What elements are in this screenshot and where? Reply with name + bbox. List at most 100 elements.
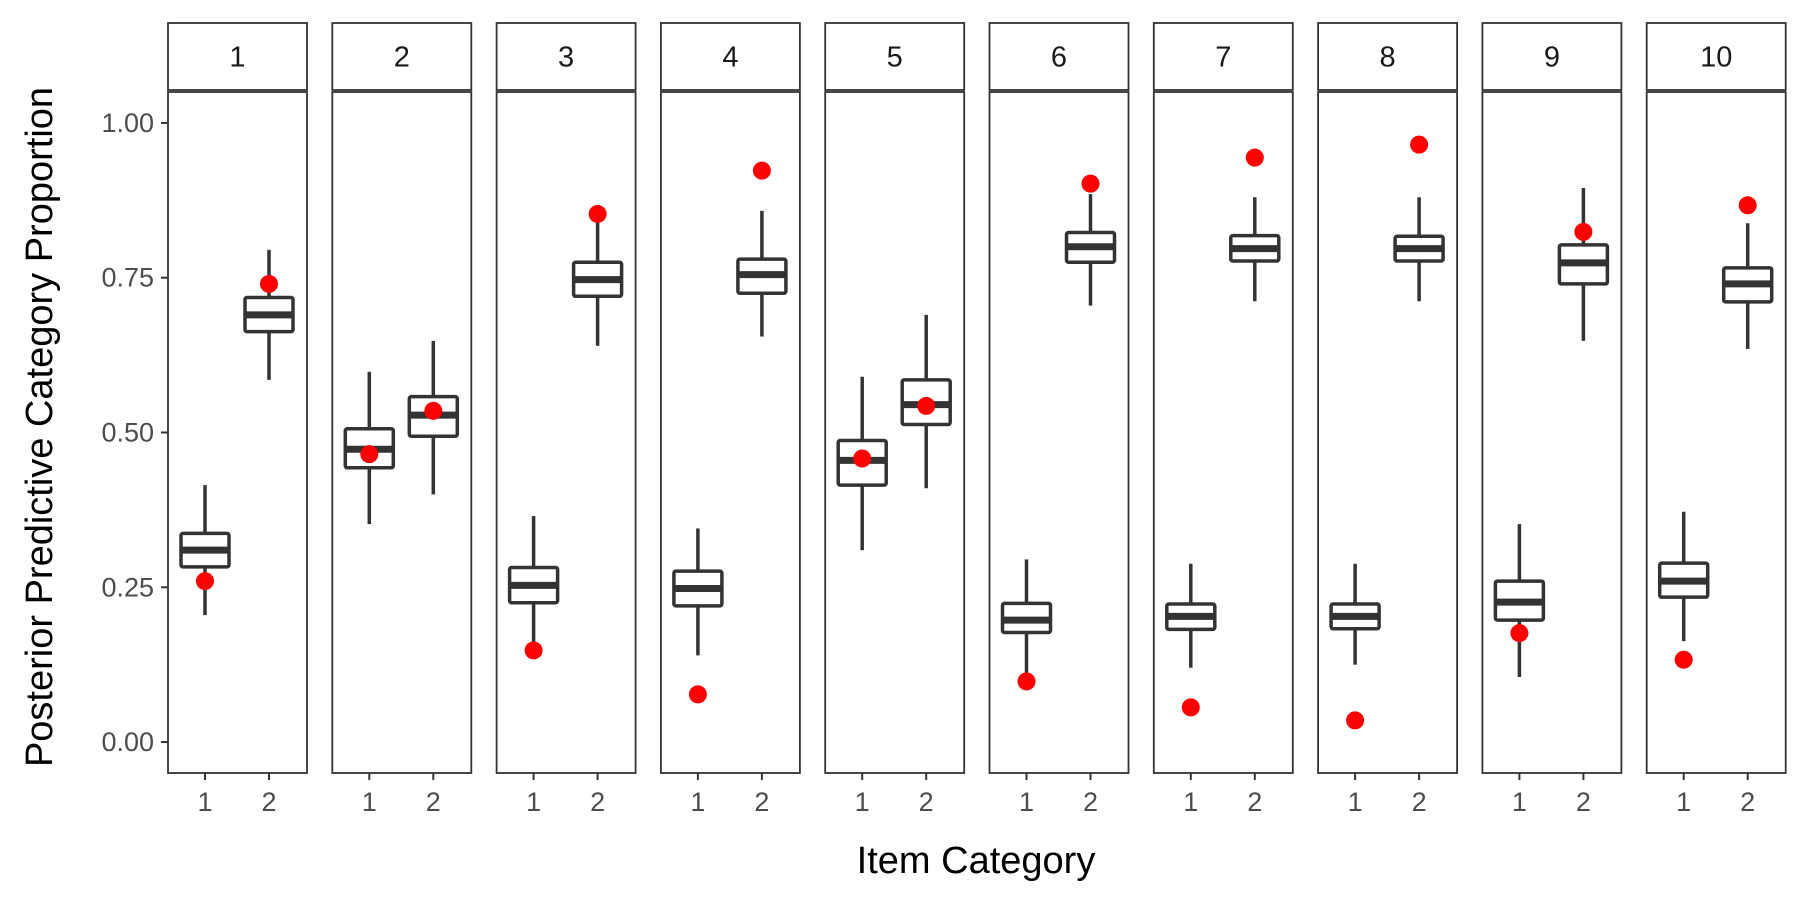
x-tick-label: 2 <box>426 787 441 817</box>
boxplot-9-2 <box>1557 187 1610 341</box>
y-tick-label: 0.00 <box>101 727 154 757</box>
x-tick-label: 2 <box>754 787 769 817</box>
strip <box>1481 22 1623 91</box>
x-tick-label: 1 <box>197 787 212 817</box>
observed-point <box>1738 196 1757 215</box>
strip <box>167 22 308 91</box>
panel-border <box>824 91 966 774</box>
boxplot-8-1 <box>1329 563 1381 730</box>
observed-point <box>424 401 443 420</box>
observed-point <box>1017 672 1036 691</box>
boxplot-6-1 <box>1000 559 1053 691</box>
observed-point <box>1346 711 1365 730</box>
boxplot-4-2 <box>736 161 788 337</box>
strip <box>660 22 801 91</box>
strip-label: 1 <box>229 42 245 74</box>
x-tick-label: 1 <box>1348 787 1363 817</box>
strip-label: 4 <box>722 42 738 74</box>
x-tick-label: 2 <box>1740 787 1755 817</box>
facet-panel-10: 10 1 2 <box>1645 22 1787 817</box>
strip-label: 7 <box>1215 42 1231 74</box>
panel-border <box>495 91 637 774</box>
strip <box>331 22 473 91</box>
y-tick-label: 1.00 <box>101 108 154 138</box>
observed-point <box>1510 624 1529 643</box>
strip <box>824 22 966 91</box>
panel-border <box>167 91 308 774</box>
x-tick-label: 2 <box>1576 787 1591 817</box>
facet-panel-6: 6 1 2 <box>988 22 1130 817</box>
facet-panel-8: 8 1 2 <box>1317 22 1458 817</box>
x-tick-label: 2 <box>919 787 934 817</box>
observed-point <box>196 572 214 591</box>
x-tick-label: 2 <box>1412 787 1427 817</box>
x-tick-label: 1 <box>1183 787 1198 817</box>
observed-point <box>688 685 707 704</box>
observed-point <box>1081 174 1100 193</box>
x-tick-label: 2 <box>590 787 605 817</box>
y-tick-label: 0.25 <box>101 572 154 602</box>
boxplot-3-1 <box>507 516 560 660</box>
panel-border <box>660 91 801 774</box>
boxplot-9-1 <box>1493 524 1546 678</box>
observed-point <box>1245 148 1264 167</box>
facet-panel-3: 3 1 2 <box>495 22 637 817</box>
panel-border <box>1317 91 1458 774</box>
observed-point <box>1410 135 1429 154</box>
x-tick-label: 2 <box>1247 787 1262 817</box>
strip-label: 10 <box>1700 42 1732 74</box>
facet-panel-7: 7 1 2 <box>1152 22 1294 817</box>
observed-point <box>260 274 278 293</box>
panel-border <box>1481 91 1623 774</box>
strip <box>1645 22 1787 91</box>
boxplot-2-1 <box>343 371 396 525</box>
observed-point <box>853 449 872 468</box>
y-tick-label: 0.75 <box>101 263 154 293</box>
y-axis: 0.00 0.25 0.50 0.75 1.00 <box>101 108 168 757</box>
boxplot-8-2 <box>1393 135 1445 302</box>
boxplot-10-2 <box>1721 196 1774 349</box>
x-tick-label: 1 <box>1676 787 1691 817</box>
strip <box>495 22 637 91</box>
boxplot-5-2 <box>900 314 952 489</box>
facet-panel-2: 2 1 2 <box>331 22 473 817</box>
facet-panel-1: 1 1 2 <box>167 22 308 817</box>
facet-panel-4: 4 1 2 <box>660 22 801 817</box>
strip-label: 3 <box>558 42 574 74</box>
boxplot-2-2 <box>407 340 460 495</box>
x-tick-label: 1 <box>526 787 541 817</box>
strip <box>1152 22 1294 91</box>
boxplot-5-1 <box>836 376 888 551</box>
boxplot-1-2 <box>243 249 295 380</box>
observed-point <box>752 161 771 180</box>
strip-label: 5 <box>887 42 903 74</box>
x-axis-title: Item Category <box>857 840 1096 882</box>
boxplot-1-1 <box>179 485 231 616</box>
boxplot-3-2 <box>571 204 624 346</box>
observed-point <box>588 204 607 223</box>
observed-point <box>524 641 543 660</box>
x-tick-label: 1 <box>1019 787 1034 817</box>
strip-label: 8 <box>1380 42 1396 74</box>
boxplot-4-1 <box>672 528 724 704</box>
observed-point <box>1181 698 1200 717</box>
x-tick-label: 1 <box>690 787 705 817</box>
x-tick-label: 2 <box>1083 787 1098 817</box>
strip <box>988 22 1130 91</box>
x-tick-label: 1 <box>1512 787 1527 817</box>
observed-point <box>360 445 379 464</box>
facet-panel-9: 9 1 2 <box>1481 22 1623 817</box>
strip-label: 2 <box>394 42 410 74</box>
y-axis-title: Posterior Predictive Category Proportion <box>19 87 61 767</box>
strip <box>1317 22 1458 91</box>
boxplot-7-2 <box>1229 148 1281 302</box>
x-tick-label: 2 <box>261 787 276 817</box>
facet-panel-5: 5 1 2 <box>824 22 966 817</box>
x-tick-label: 1 <box>855 787 870 817</box>
x-tick-label: 1 <box>362 787 377 817</box>
observed-point <box>1574 222 1593 241</box>
observed-point <box>1674 650 1693 669</box>
observed-point <box>917 396 936 415</box>
y-tick-label: 0.50 <box>101 418 154 448</box>
